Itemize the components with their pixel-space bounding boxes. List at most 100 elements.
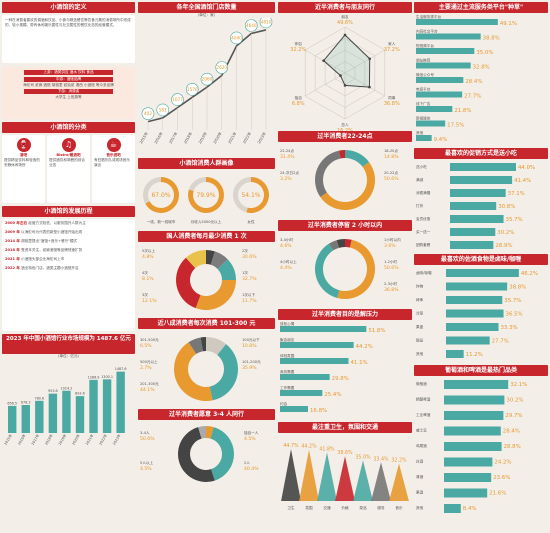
freq-slice xyxy=(195,280,236,310)
platform-chart-bar xyxy=(416,77,464,83)
category-text: 提供酒饮和简餐的综合业态 xyxy=(49,158,85,167)
company-value: 4.5% xyxy=(140,466,152,472)
market-year: 2015年 xyxy=(3,432,14,445)
freq-label: 1次 xyxy=(242,270,248,275)
stay-slice xyxy=(315,243,340,298)
radar-area xyxy=(322,34,371,88)
platform-chart-label: 微信公众号 xyxy=(416,72,434,77)
radar-value: 36.8% xyxy=(384,101,400,107)
market-bar xyxy=(102,379,112,433)
platform-chart-bar xyxy=(416,91,463,98)
freq-slice xyxy=(185,250,206,269)
drink-chart-bar xyxy=(444,426,501,436)
company-slice xyxy=(206,426,214,439)
market-year: 2020年 xyxy=(71,432,82,445)
time-label: 18-20点 xyxy=(384,148,398,153)
category-name: 清吧 xyxy=(19,153,28,157)
promo-chart-bar xyxy=(450,202,497,210)
freq-slice xyxy=(176,257,201,309)
drink-chart-value: 23.6% xyxy=(493,475,510,481)
radar-value: 49.6% xyxy=(337,20,353,26)
store-year: 2016年 xyxy=(153,131,164,145)
drink-chart-label: 工业啤酒 xyxy=(416,412,431,417)
radar-point xyxy=(368,85,371,89)
history-item: 2021 年 小酒馆头部企业海伦司上市 xyxy=(5,257,132,262)
history-item: 2009 年 以海伦司为代表的新型小酒馆开始出现 xyxy=(5,230,132,235)
company-slice xyxy=(210,427,234,481)
promo-chart-label: 会员优惠 xyxy=(416,216,431,221)
category-text: 有驻唱乐队或现场音乐演出 xyxy=(94,158,130,167)
promo-chart-label: 消费满赠 xyxy=(416,190,431,195)
drink-chart-label: 精酿啤酒 xyxy=(416,397,431,402)
store-point xyxy=(259,18,273,29)
store-value: 1077 xyxy=(172,97,183,102)
platform-chart-value: 28.4% xyxy=(465,79,482,85)
triangle-value: 41.8% xyxy=(319,447,335,453)
profile-ring xyxy=(188,177,206,192)
food-chart-bar xyxy=(446,309,504,318)
freq-value: 30.6% xyxy=(242,254,257,260)
freq-label: 1次以下 xyxy=(242,292,255,297)
history-year: 2022 年 xyxy=(5,266,22,270)
profile-chart: 67.0% 一线、新一线城市 79.9% 月收入5000元以上 54.1% 女性 xyxy=(143,177,269,224)
triangle-value: 32.2% xyxy=(391,458,407,464)
triangle-bar xyxy=(317,452,337,501)
food-chart-label: 果盘 xyxy=(416,324,424,329)
triangle-label: 菜品 xyxy=(359,505,367,510)
spend-label: 500元以上 xyxy=(140,359,158,364)
stay-value: 50.6% xyxy=(384,265,399,271)
freq-label: 4次 xyxy=(142,270,148,275)
promo-chart-bar xyxy=(450,215,504,223)
time-slice xyxy=(345,150,370,167)
promo-chart-bar xyxy=(450,176,513,184)
store-year: 2015年 xyxy=(138,131,149,145)
drink-chart-value: 28.4% xyxy=(503,429,520,435)
store-point xyxy=(230,31,243,45)
purpose-chart-label: 约会 xyxy=(280,401,288,406)
history-year: 2021 年 xyxy=(5,257,22,261)
purpose-chart-label: 聚会朋友 xyxy=(280,337,295,342)
store-value: 4640 xyxy=(246,23,257,28)
radar-label: 伴侣 xyxy=(295,41,303,46)
store-year: 2017年 xyxy=(168,131,179,145)
store-year: 2020年 xyxy=(212,131,223,145)
market-year: 2021年 xyxy=(84,432,95,445)
radar-label: 家人 xyxy=(388,41,396,46)
platform-chart-label: 生活服务类平台 xyxy=(416,14,442,19)
chain-bottom-text: 大学生 上班族等 xyxy=(55,95,82,99)
history-item: 2022 年 酒业特色门店，酒类主题小酒馆开店 xyxy=(5,266,132,271)
drink-chart-label: 鸡尾酒 xyxy=(416,443,427,448)
radar-value: 16.2% xyxy=(337,128,353,131)
drink-chart-value: 8.4% xyxy=(463,506,477,512)
drink-chart-label: 白酒 xyxy=(416,459,424,464)
profile-label: 一线、新一线城市 xyxy=(147,219,176,224)
store-point xyxy=(171,93,184,106)
drink-chart-bar xyxy=(444,380,509,389)
market-year: 2018年 xyxy=(43,432,54,445)
chain-top: 上游：酒类供应 酒水 饮料 食品 xyxy=(24,70,113,75)
stay-value: 36.8% xyxy=(384,287,399,293)
stay-value: 4.4% xyxy=(280,265,292,271)
company-value: 50.6% xyxy=(140,436,155,442)
radar-axis xyxy=(344,49,385,74)
market-bar xyxy=(89,379,98,433)
spend-slice xyxy=(200,337,206,352)
store-value: 402 xyxy=(144,111,152,116)
drink-chart-value: 21.6% xyxy=(489,491,506,497)
drink-chart-label: 葡萄酒 xyxy=(416,381,427,386)
platform-chart-label: 朋友推荐 xyxy=(416,58,431,63)
profile-ring xyxy=(246,177,269,213)
chain-mid: 中游：酒馆品牌 xyxy=(24,77,113,82)
store-year: 2018年 xyxy=(182,131,193,145)
market-value: 1024.2 xyxy=(60,386,72,390)
drink-chart-value: 29.7% xyxy=(505,413,522,419)
freq-slice xyxy=(217,259,236,280)
category-bar: 🍷 清吧 提供精品饮料和轻食的安静休闲场所 xyxy=(2,135,45,203)
triangle-bar xyxy=(353,460,373,501)
market-year: 2017年 xyxy=(30,432,41,445)
drink-chart-label: 清酒 xyxy=(416,474,424,479)
spend-slice xyxy=(206,337,227,355)
triangle-bar xyxy=(335,456,355,501)
